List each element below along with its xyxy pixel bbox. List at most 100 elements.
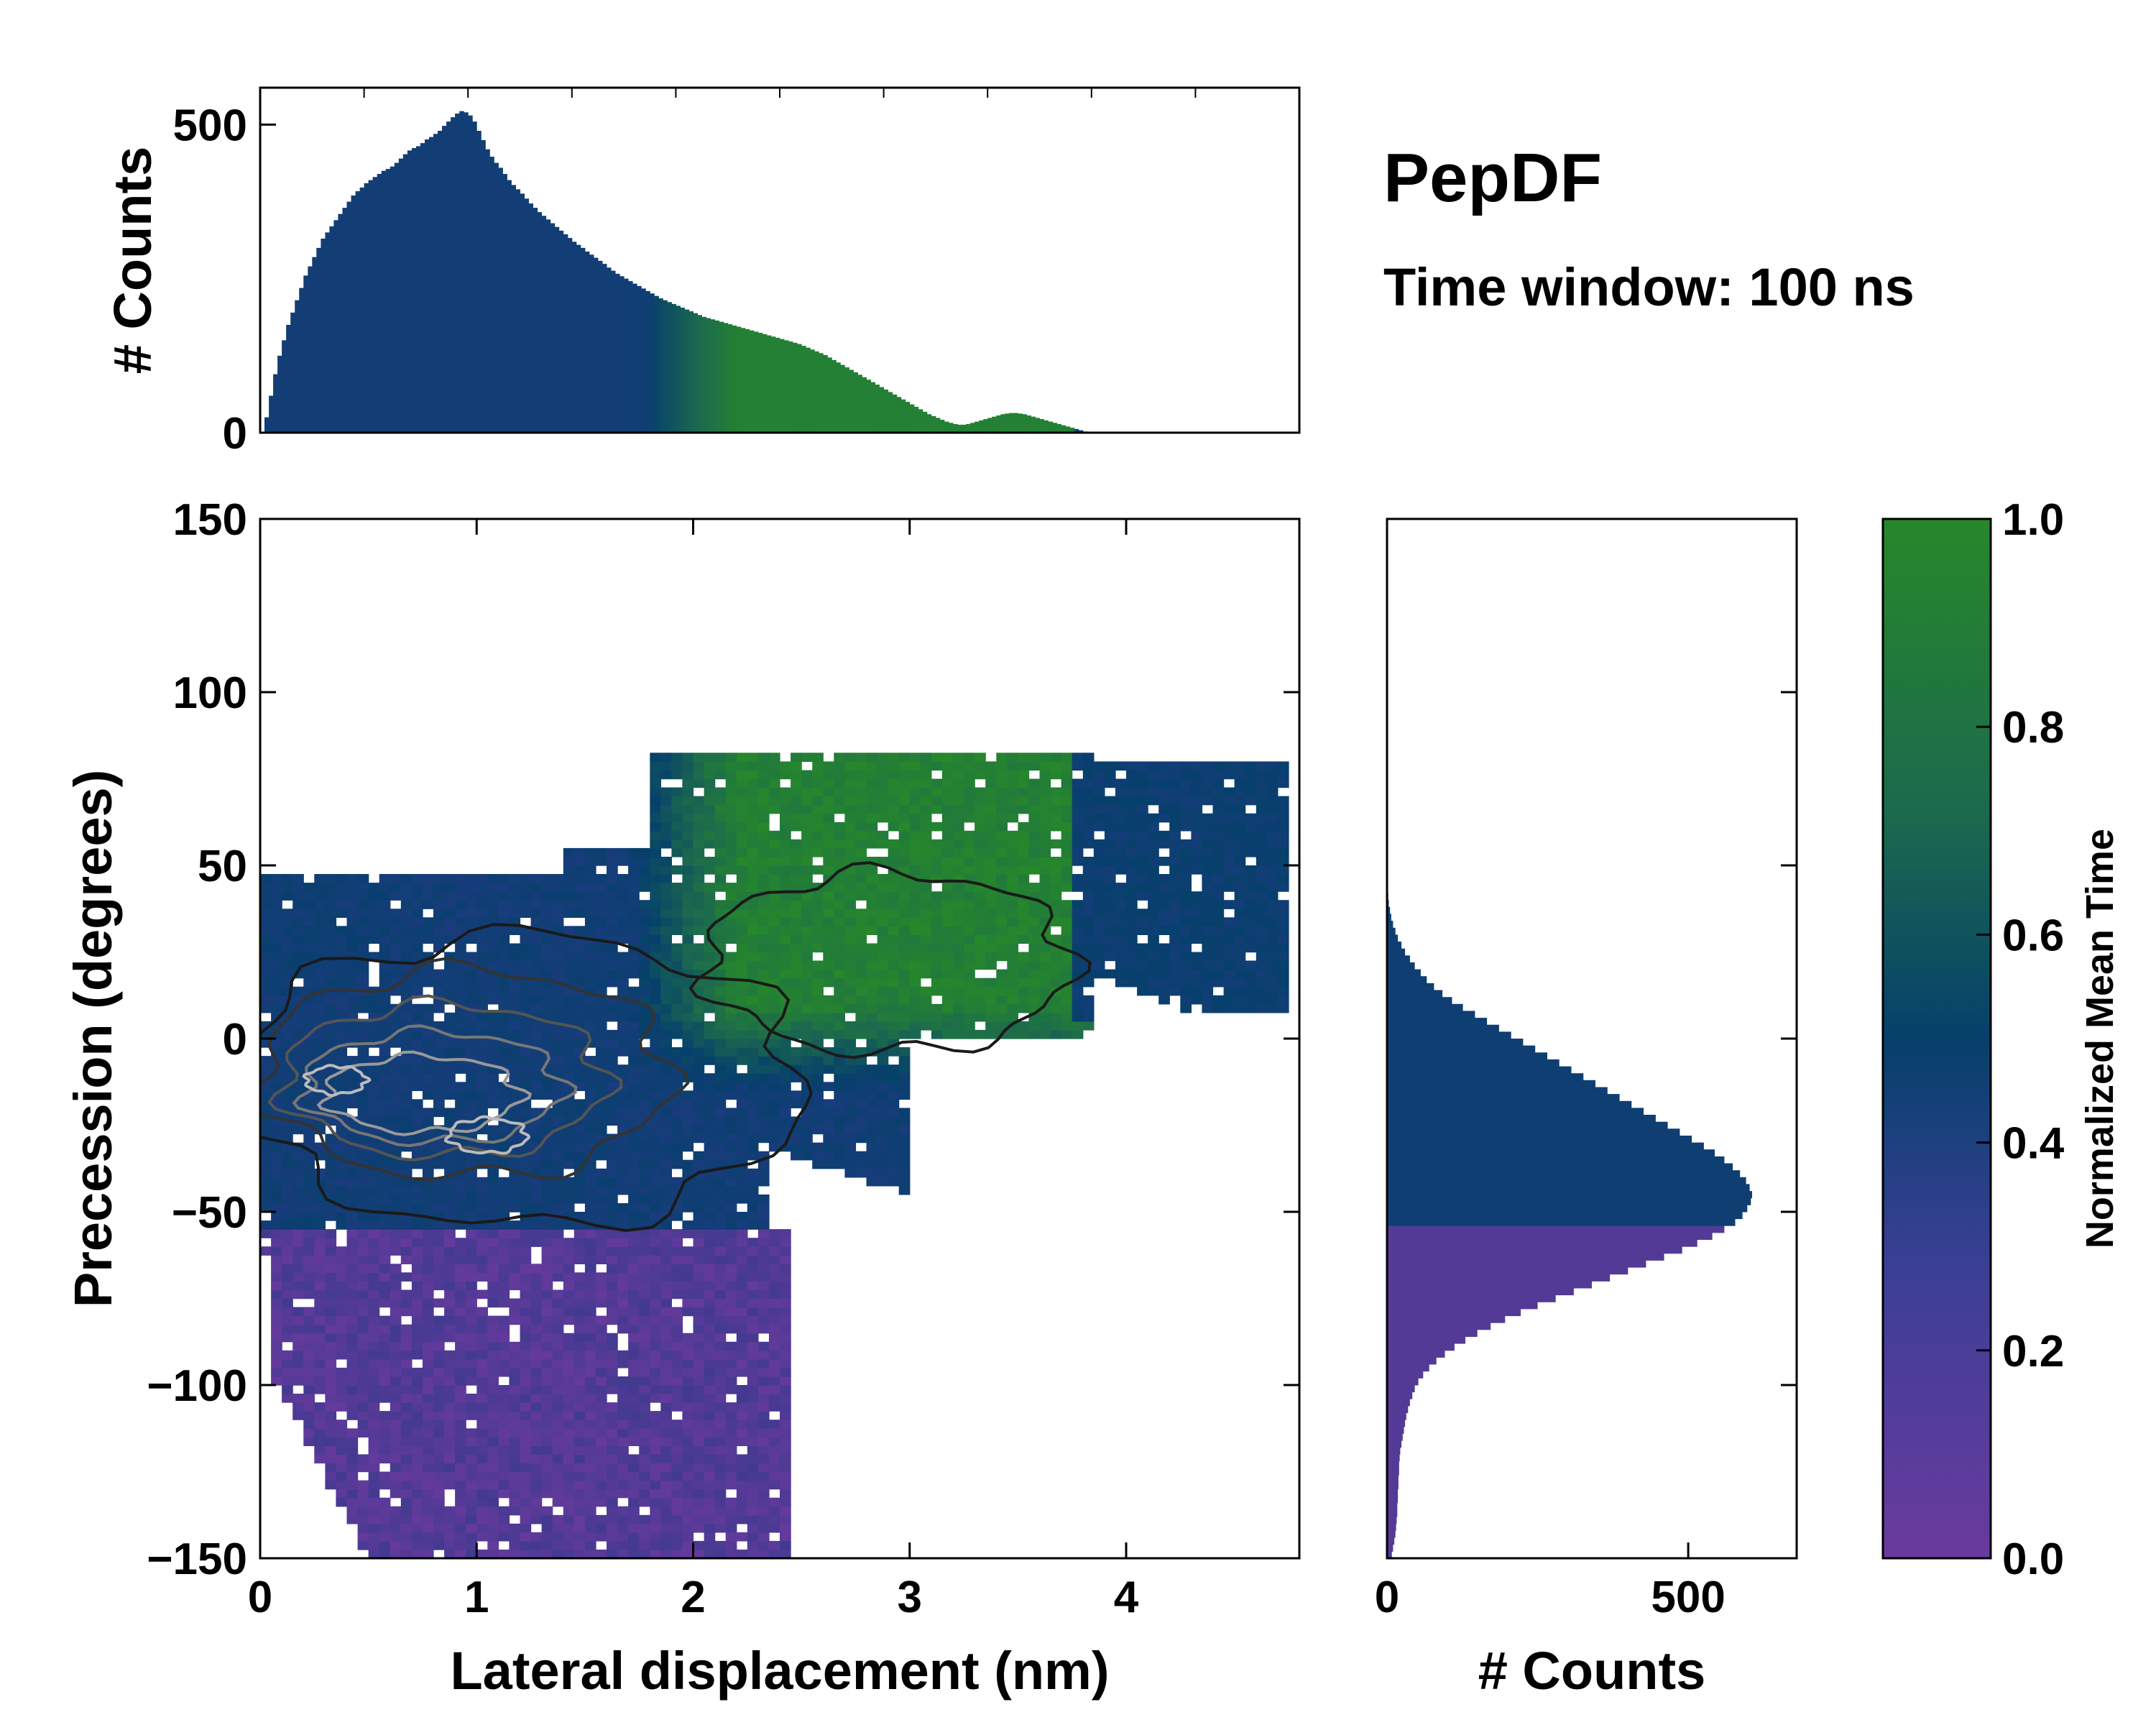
heatmap-cell [368, 1029, 380, 1039]
heatmap-cell [639, 1194, 650, 1204]
heatmap-cell [714, 1185, 727, 1195]
heatmap-cell [325, 1255, 337, 1264]
heatmap-cell [573, 874, 586, 883]
heatmap-cell [898, 900, 911, 909]
heatmap-cell [693, 1039, 705, 1048]
heatmap-cell [530, 1125, 543, 1135]
heatmap-cell [714, 1394, 727, 1403]
heatmap-cell [260, 1246, 272, 1256]
heatmap-cell [671, 770, 683, 780]
heatmap-cell [573, 1445, 586, 1455]
heatmap-cell [855, 1116, 867, 1126]
heatmap-cell [953, 761, 964, 771]
heatmap-cell [1061, 804, 1073, 814]
heatmap-cell [628, 1021, 640, 1031]
heatmap-cell [444, 1549, 456, 1558]
heatmap-cell [498, 1272, 510, 1282]
heatmap-cell [617, 1264, 629, 1273]
heatmap-cell [357, 1324, 369, 1334]
heatmap-cell [487, 1358, 499, 1368]
heatmap-cell [336, 1272, 348, 1282]
heatmap-cell [1018, 995, 1030, 1005]
heatmap-cell [411, 1185, 423, 1195]
heatmap-cell [693, 1315, 705, 1325]
heatmap-cell [520, 1255, 532, 1264]
heatmap-cell [725, 796, 737, 806]
heatmap-cell [898, 917, 911, 926]
heatmap-cell [411, 1350, 423, 1360]
heatmap-cell [509, 1523, 521, 1533]
heatmap-cell [617, 1151, 629, 1161]
heatmap-cell [823, 778, 834, 788]
heatmap-cell [325, 934, 337, 944]
heatmap-cell [888, 934, 900, 944]
heatmap-cell [801, 995, 813, 1005]
heatmap-cell [520, 1073, 532, 1082]
heatmap-cell [563, 1341, 575, 1351]
heatmap-cell [1028, 796, 1041, 806]
heatmap-cell [552, 1272, 564, 1282]
heatmap-cell [736, 1151, 748, 1161]
heatmap-cell [780, 1116, 791, 1126]
heatmap-cell [368, 1497, 380, 1507]
heatmap-cell [487, 1549, 499, 1558]
heatmap-cell [1082, 917, 1095, 926]
heatmap-cell [422, 1203, 434, 1213]
heatmap-cell [422, 900, 434, 909]
heatmap-cell [260, 900, 272, 909]
heatmap-cell [552, 883, 564, 892]
heatmap-cell [650, 1264, 661, 1273]
heatmap-cell [346, 1168, 359, 1178]
heatmap-cell [455, 1445, 466, 1455]
heatmap-cell [411, 1012, 423, 1022]
heatmap-cell [325, 943, 337, 953]
heatmap-cell [682, 1411, 694, 1420]
heatmap-cell [520, 1376, 532, 1386]
heatmap-cell [898, 1021, 911, 1031]
heatmap-cell [639, 865, 650, 875]
heatmap-cell [357, 943, 369, 953]
heatmap-cell [714, 1203, 727, 1213]
heatmap-cell [520, 1289, 532, 1300]
heatmap-cell [552, 1350, 564, 1360]
heatmap-cell [747, 1463, 759, 1473]
heatmap-cell [1039, 865, 1051, 875]
heatmap-cell [704, 1324, 716, 1334]
heatmap-cell [650, 1229, 661, 1238]
heatmap-cell [920, 847, 932, 857]
heatmap-cell [584, 1021, 596, 1031]
heatmap-cell [487, 1194, 499, 1204]
heatmap-cell [466, 986, 477, 996]
heatmap-cell [693, 883, 705, 892]
heatmap-cell [931, 753, 943, 762]
heatmap-cell [400, 1394, 413, 1403]
heatmap-cell [801, 908, 813, 918]
heatmap-cell [693, 952, 705, 962]
heatmap-cell [487, 1056, 499, 1065]
heatmap-cell [455, 1039, 466, 1048]
heatmap-cell [552, 1540, 564, 1550]
top-histogram-bar [905, 402, 911, 433]
heatmap-cell [768, 839, 780, 849]
heatmap-cell [368, 1324, 380, 1334]
heatmap-cell [303, 1012, 315, 1022]
heatmap-cell [757, 1255, 770, 1264]
heatmap-cell [368, 1411, 380, 1420]
heatmap-cell [660, 865, 672, 875]
heatmap-cell [357, 1281, 369, 1291]
heatmap-cell [985, 995, 997, 1005]
heatmap-cell [400, 1203, 413, 1213]
heatmap-cell [303, 1133, 315, 1144]
heatmap-cell [466, 1540, 477, 1550]
heatmap-cell [877, 926, 889, 935]
heatmap-cell [736, 1298, 748, 1308]
heatmap-cell [844, 1099, 857, 1108]
heatmap-cell [714, 1463, 727, 1473]
heatmap-cell [455, 1108, 466, 1118]
heatmap-cell [346, 908, 359, 918]
heatmap-cell [444, 1454, 456, 1464]
heatmap-cell [357, 1463, 369, 1473]
heatmap-cell [671, 1463, 683, 1473]
heatmap-cell [660, 952, 672, 962]
heatmap-cell [768, 1315, 780, 1325]
